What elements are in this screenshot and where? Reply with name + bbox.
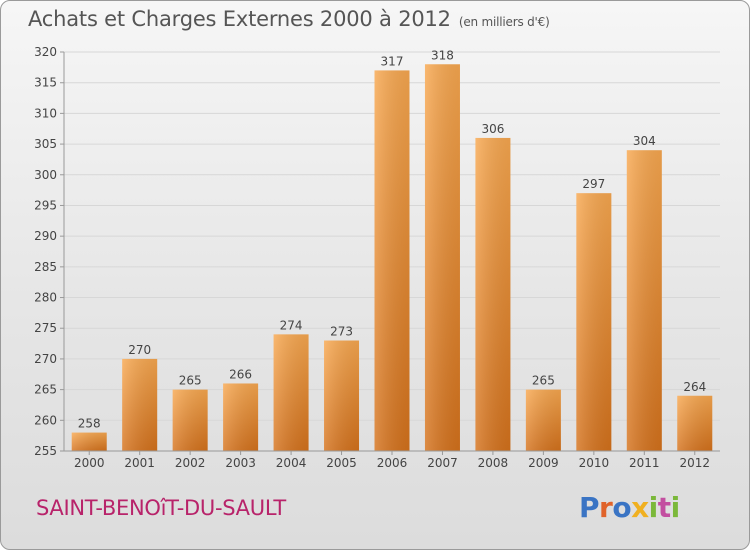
y-tick-label: 300 <box>34 168 57 182</box>
data-label-2008: 306 <box>481 122 504 136</box>
y-tick-label: 295 <box>34 198 57 212</box>
x-tick-label-2008: 2008 <box>478 456 509 470</box>
data-label-2004: 274 <box>280 318 303 332</box>
data-label-2011: 304 <box>633 134 656 148</box>
bar-shade <box>475 137 511 451</box>
y-tick-label: 255 <box>34 444 57 458</box>
data-label-2002: 265 <box>179 374 202 388</box>
y-tick-label: 275 <box>34 321 57 335</box>
logo-letter: P <box>579 491 600 524</box>
chart-title-text: Achats et Charges Externes 2000 à 2012 <box>28 7 451 31</box>
y-tick-label: 310 <box>34 106 57 120</box>
y-tick-label: 280 <box>34 291 57 305</box>
y-tick-label: 305 <box>34 137 57 151</box>
x-tick-label-2002: 2002 <box>175 456 206 470</box>
chart-unit: (en milliers d'€) <box>458 15 550 29</box>
logo-letter: r <box>599 491 613 524</box>
logo-letter: t <box>657 491 671 524</box>
data-label-2005: 273 <box>330 325 353 339</box>
data-label-2001: 270 <box>128 343 151 357</box>
y-tick-label: 285 <box>34 260 57 274</box>
y-tick-label: 320 <box>34 45 57 59</box>
x-tick-label-2003: 2003 <box>225 456 256 470</box>
bar-shade <box>374 70 410 452</box>
commune-name: SAINT-BENOîT-DU-SAULT <box>36 496 286 520</box>
bar-shade <box>223 383 259 451</box>
bar-shade <box>576 193 612 451</box>
logo-letter: x <box>631 491 649 524</box>
y-tick-label: 265 <box>34 383 57 397</box>
data-label-2006: 317 <box>381 54 404 68</box>
bar-shade <box>324 340 360 451</box>
x-tick-label-2004: 2004 <box>276 456 307 470</box>
bar-shade <box>71 432 107 451</box>
proxiti-logo[interactable]: Proxiti <box>579 491 680 524</box>
logo-letter: i <box>648 491 659 524</box>
x-tick-label-2009: 2009 <box>528 456 559 470</box>
bar-shade <box>172 389 208 451</box>
data-label-2012: 264 <box>683 380 706 394</box>
x-tick-label-2006: 2006 <box>377 456 408 470</box>
bar-shade <box>122 358 158 451</box>
bar-shade <box>626 150 662 451</box>
y-tick-label: 260 <box>34 413 57 427</box>
bars: 258 270 265 266 274 273 317 318 306 265 297 304 264 <box>71 48 713 452</box>
y-tick-label: 315 <box>34 76 57 90</box>
y-tick-label: 290 <box>34 229 57 243</box>
chart-title: Achats et Charges Externes 2000 à 2012 (e… <box>28 7 550 31</box>
bar-shade <box>273 334 309 451</box>
x-tick-label-2000: 2000 <box>74 456 105 470</box>
data-label-2010: 297 <box>582 177 605 191</box>
data-label-2000: 258 <box>78 417 101 431</box>
x-tick-label-2011: 2011 <box>629 456 660 470</box>
x-tick-label-2010: 2010 <box>579 456 610 470</box>
y-axis: 255 260 265 270 275 280 285 290 295 300 305 310 315 3… <box>34 45 65 458</box>
x-tick-label-2007: 2007 <box>427 456 458 470</box>
logo-letter: o <box>612 491 632 524</box>
data-label-2003: 266 <box>229 367 252 381</box>
logo-letter: i <box>670 491 681 524</box>
data-label-2007: 318 <box>431 48 454 62</box>
x-tick-label-2005: 2005 <box>326 456 357 470</box>
bar-shade <box>424 64 460 452</box>
x-tick-label-2001: 2001 <box>124 456 155 470</box>
x-axis: 2000 2001 2002 2003 2004 2005 2006 2007 2008 2009… <box>64 450 720 470</box>
data-label-2009: 265 <box>532 374 555 388</box>
bar-shade <box>677 395 713 451</box>
bar-shade <box>525 389 561 451</box>
y-tick-label: 270 <box>34 352 57 366</box>
x-tick-label-2012: 2012 <box>679 456 710 470</box>
